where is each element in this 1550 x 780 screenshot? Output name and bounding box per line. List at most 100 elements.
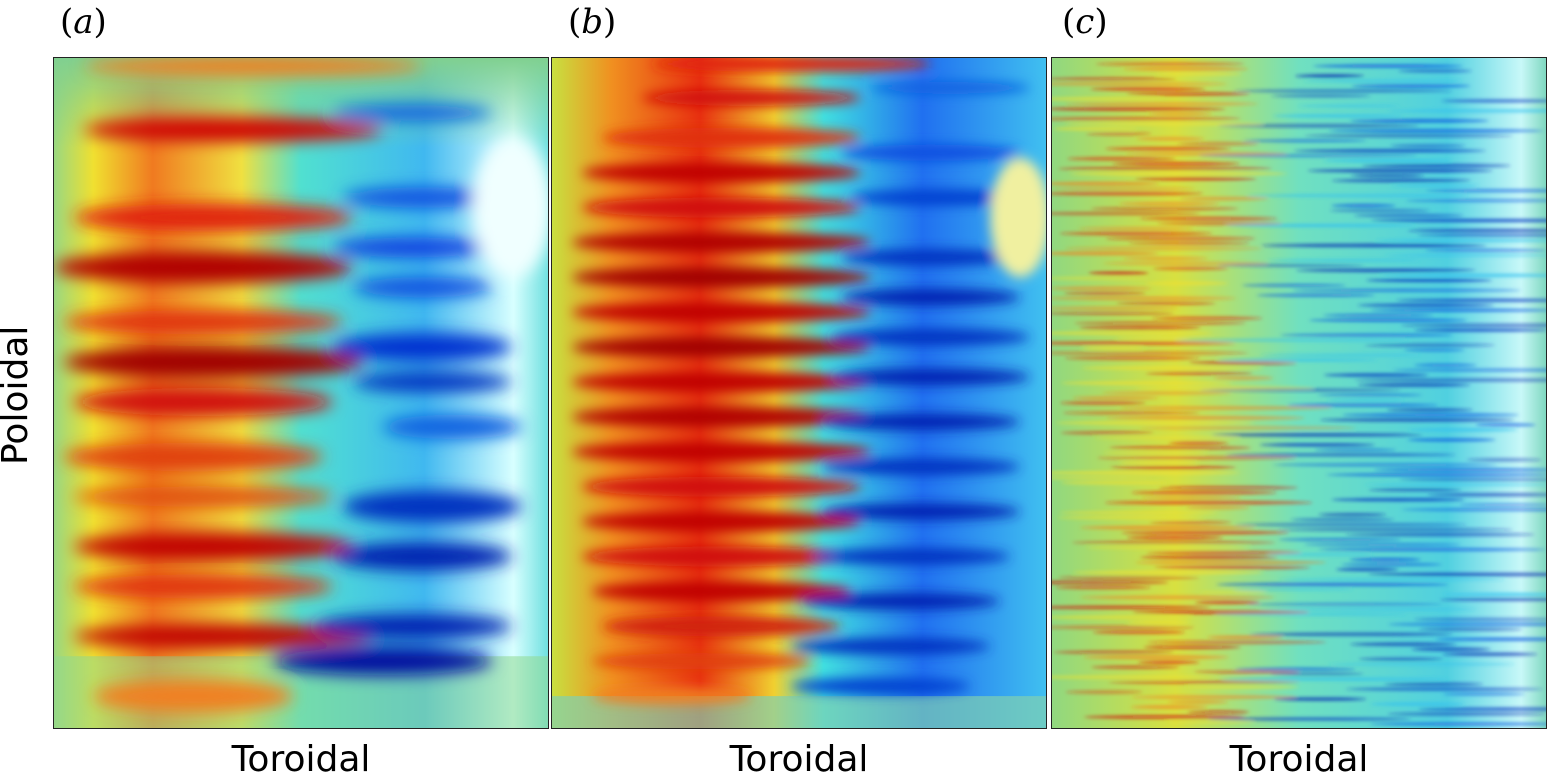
streak-cool [1256, 293, 1376, 297]
streak-cool [1278, 538, 1402, 541]
contour-panel-a [53, 57, 549, 729]
streak-cool [1387, 109, 1546, 113]
streak-cool [1217, 124, 1420, 128]
streak-cool [1258, 607, 1477, 611]
streak-cool [1345, 533, 1535, 536]
streak-cool [1441, 99, 1546, 103]
streak-warm [1106, 416, 1305, 420]
panel-label-b-open: ( [568, 2, 582, 42]
streak-cool [1408, 428, 1519, 432]
streak-cool [1246, 194, 1470, 197]
streak-warm [1091, 665, 1180, 669]
streak-cool [1331, 498, 1465, 502]
streak-warm [1119, 202, 1219, 205]
panel-label-b-letter: b [581, 2, 604, 42]
streak-cool [1323, 159, 1452, 163]
streak-warm [1052, 476, 1154, 480]
streak-cool [1414, 328, 1546, 332]
streak-warm [1052, 286, 1152, 290]
panel-label-a-close: ) [93, 2, 107, 42]
streak-warm [1187, 710, 1250, 714]
streak-warm [1060, 381, 1233, 385]
streak-cool [1391, 184, 1480, 188]
streak-cool [1287, 403, 1439, 407]
streak-warm [1058, 576, 1200, 579]
streak-warm [1062, 411, 1200, 415]
streak-warm [1115, 336, 1190, 340]
streak-warm [1088, 271, 1149, 275]
streak-cool [1414, 363, 1477, 367]
streak-cool [1207, 717, 1412, 721]
streak-warm [1143, 645, 1241, 649]
streak-cool [1295, 268, 1476, 272]
streak-cool [1419, 627, 1523, 631]
streak-cool [1234, 667, 1356, 671]
x-axis-label-a: Toroidal [231, 739, 371, 780]
streak-warm [1052, 331, 1213, 335]
streak-warm [1090, 87, 1206, 91]
streak-cool [1383, 682, 1484, 686]
streak-warm [1149, 521, 1232, 525]
contour-streaks-c [1052, 62, 1546, 726]
streak-warm [1064, 356, 1200, 360]
streak-warm [1206, 635, 1284, 639]
streak-cool [1349, 642, 1457, 646]
streak-cool [1200, 388, 1401, 392]
streak-warm [1057, 167, 1272, 171]
streak-cool [1217, 263, 1365, 267]
streak-warm [1052, 276, 1150, 280]
streak-warm [1082, 346, 1145, 350]
streak-warm [1136, 137, 1205, 141]
streak-cool [1366, 278, 1493, 282]
streak-warm [1119, 406, 1332, 410]
streak-cool [1442, 593, 1546, 596]
streak-warm [1072, 571, 1264, 574]
streak-warm [1186, 685, 1300, 689]
streak-warm [1134, 177, 1257, 181]
streak-warm [1108, 680, 1301, 684]
streak-warm [1105, 147, 1231, 151]
streak-cool [1273, 114, 1404, 118]
streak-cool [1234, 523, 1467, 527]
streak-warm [1127, 620, 1190, 624]
streak-cool [1211, 433, 1423, 437]
streak-warm [1052, 192, 1204, 195]
streak-cool [1390, 144, 1466, 148]
streak-cool [1272, 463, 1498, 467]
x-axis-label-c: Toroidal [1229, 739, 1369, 780]
streak-warm [1052, 605, 1211, 609]
streak-cool [1225, 224, 1416, 227]
streak-warm [1101, 391, 1232, 395]
streak-warm [1131, 695, 1297, 699]
streak-cool [1273, 697, 1367, 701]
streak-cool [1407, 438, 1496, 442]
streak-warm [1090, 207, 1239, 210]
streak-cool [1247, 602, 1443, 606]
streak-cool [1303, 543, 1461, 546]
panel-label-c-open: ( [1062, 2, 1076, 42]
streak-warm [1052, 306, 1179, 310]
streak-warm [1146, 640, 1327, 644]
streak-cool [1290, 518, 1395, 522]
streak-cool [1216, 583, 1449, 586]
streak-cool [1308, 318, 1468, 322]
streak-warm [1060, 431, 1155, 435]
streak-cool [1393, 368, 1546, 372]
streak-warm [1052, 82, 1228, 86]
streak-cool [1379, 273, 1546, 277]
streak-cool [1369, 308, 1546, 312]
streak-warm [1131, 610, 1310, 614]
streak-cool [1373, 468, 1546, 472]
streak-warm [1065, 102, 1259, 106]
streak-warm [1067, 157, 1176, 161]
streak-cool [1368, 488, 1462, 492]
streak-warm [1186, 506, 1250, 510]
streak-cool [1370, 219, 1546, 222]
panel-label-c-letter: c [1075, 2, 1095, 42]
streak-cool [1322, 313, 1434, 317]
streak-cool [1323, 373, 1429, 377]
streak-cool [1234, 89, 1453, 93]
streak-warm [1213, 376, 1274, 380]
streak-cool [1314, 448, 1397, 452]
streak-warm [1153, 566, 1311, 569]
